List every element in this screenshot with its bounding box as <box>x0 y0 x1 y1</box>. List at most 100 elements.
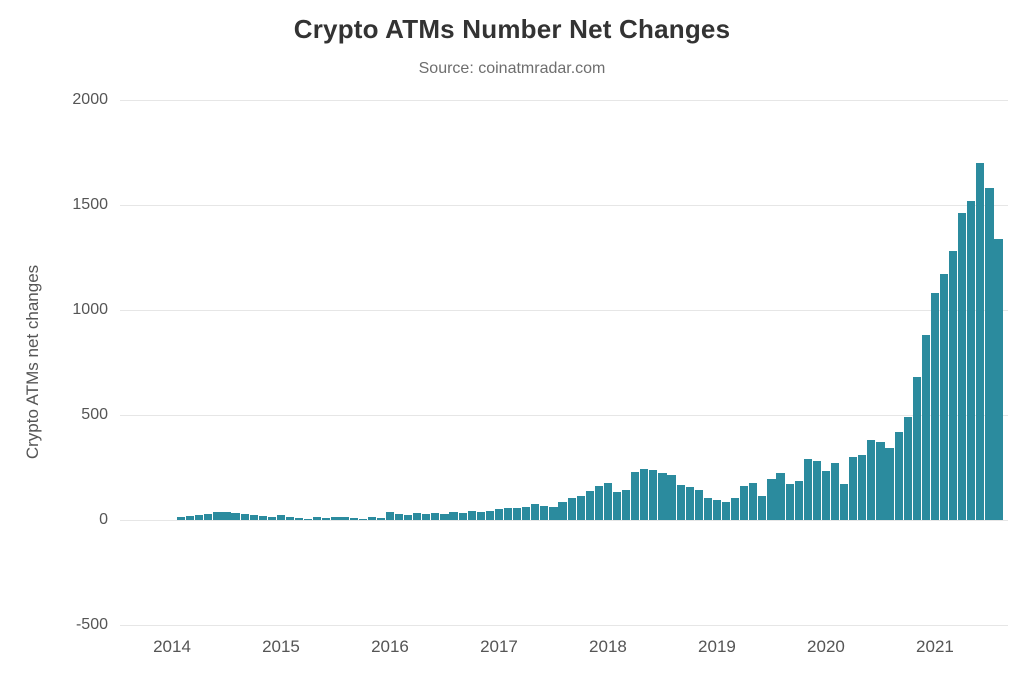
bar[interactable] <box>322 518 331 520</box>
bar[interactable] <box>522 506 531 520</box>
y-tick-label: 1500 <box>72 196 108 213</box>
bar[interactable] <box>867 440 876 520</box>
bar[interactable] <box>994 238 1003 520</box>
bar[interactable] <box>231 512 240 520</box>
bar[interactable] <box>703 497 712 520</box>
bar[interactable] <box>385 512 395 520</box>
bar[interactable] <box>694 489 703 520</box>
bar[interactable] <box>258 516 267 520</box>
bar[interactable] <box>431 513 440 520</box>
bar[interactable] <box>213 512 222 520</box>
bar[interactable] <box>758 495 767 520</box>
y-tick-label: 2000 <box>72 91 108 108</box>
bar[interactable] <box>485 510 494 520</box>
bar[interactable] <box>340 516 349 520</box>
bar[interactable] <box>176 516 186 520</box>
bar[interactable] <box>921 335 930 520</box>
bar[interactable] <box>540 505 549 520</box>
x-tick-label: 2017 <box>480 637 518 656</box>
bar[interactable] <box>876 442 885 520</box>
bar[interactable] <box>785 484 794 520</box>
y-tick-label: 0 <box>99 511 108 528</box>
bar[interactable] <box>812 461 821 520</box>
bar[interactable] <box>967 200 976 520</box>
bar[interactable] <box>849 457 858 520</box>
bar[interactable] <box>531 504 540 520</box>
bar[interactable] <box>667 474 676 520</box>
bar[interactable] <box>712 500 722 520</box>
bar[interactable] <box>685 487 694 520</box>
bar[interactable] <box>603 483 613 520</box>
bar[interactable] <box>458 513 467 520</box>
bar[interactable] <box>558 501 567 520</box>
bar[interactable] <box>676 485 685 520</box>
bar[interactable] <box>776 472 785 520</box>
x-tick-label: 2018 <box>589 637 627 656</box>
bar[interactable] <box>267 516 276 520</box>
bar[interactable] <box>830 463 840 520</box>
bar[interactable] <box>903 417 912 520</box>
bar[interactable] <box>894 431 903 520</box>
bar[interactable] <box>376 517 385 520</box>
bar[interactable] <box>349 517 358 520</box>
bar[interactable] <box>949 251 958 520</box>
bar[interactable] <box>186 516 195 520</box>
chart-title: Crypto ATMs Number Net Changes <box>293 14 731 44</box>
bar[interactable] <box>740 486 749 520</box>
bar[interactable] <box>358 518 367 520</box>
bar[interactable] <box>313 517 322 520</box>
bar[interactable] <box>976 163 985 520</box>
bar[interactable] <box>222 511 231 520</box>
bar[interactable] <box>576 495 585 520</box>
bar[interactable] <box>476 511 485 520</box>
bar[interactable] <box>858 454 867 520</box>
bar[interactable] <box>331 517 340 520</box>
bar[interactable] <box>631 471 640 520</box>
bar[interactable] <box>912 377 921 520</box>
bar[interactable] <box>985 188 994 520</box>
bar[interactable] <box>658 472 667 520</box>
bar[interactable] <box>295 518 304 520</box>
bar[interactable] <box>367 516 376 520</box>
bar[interactable] <box>803 459 812 520</box>
bar[interactable] <box>585 490 594 520</box>
bar[interactable] <box>304 518 313 520</box>
bar[interactable] <box>885 447 894 520</box>
bar[interactable] <box>404 514 413 520</box>
bar[interactable] <box>794 481 803 520</box>
bar[interactable] <box>467 511 476 520</box>
bar[interactable] <box>549 506 558 520</box>
bar[interactable] <box>721 502 731 520</box>
bar[interactable] <box>958 213 967 520</box>
x-tick-label: 2019 <box>698 637 736 656</box>
plot-area <box>120 99 1008 626</box>
bar[interactable] <box>503 507 513 520</box>
bar[interactable] <box>567 497 576 520</box>
bar[interactable] <box>939 274 949 520</box>
bar[interactable] <box>249 514 258 520</box>
bar[interactable] <box>195 515 204 520</box>
bar[interactable] <box>285 517 295 520</box>
bar[interactable] <box>449 512 458 520</box>
bar[interactable] <box>276 515 286 520</box>
bar[interactable] <box>731 497 740 520</box>
bar[interactable] <box>640 468 649 520</box>
bar[interactable] <box>594 486 603 520</box>
bar[interactable] <box>240 513 249 520</box>
bar[interactable] <box>622 489 631 520</box>
bar[interactable] <box>422 514 431 520</box>
x-tick-label: 2020 <box>807 637 845 656</box>
bar[interactable] <box>394 513 404 520</box>
bar[interactable] <box>413 513 422 520</box>
bar[interactable] <box>930 293 940 520</box>
bar[interactable] <box>749 483 758 520</box>
bar[interactable] <box>494 509 504 520</box>
bar[interactable] <box>821 470 831 520</box>
bar[interactable] <box>612 491 622 520</box>
bar[interactable] <box>204 514 213 520</box>
bar[interactable] <box>513 508 522 520</box>
bar[interactable] <box>649 469 658 520</box>
bar[interactable] <box>440 514 449 520</box>
bar[interactable] <box>840 484 849 520</box>
bar[interactable] <box>767 479 776 520</box>
